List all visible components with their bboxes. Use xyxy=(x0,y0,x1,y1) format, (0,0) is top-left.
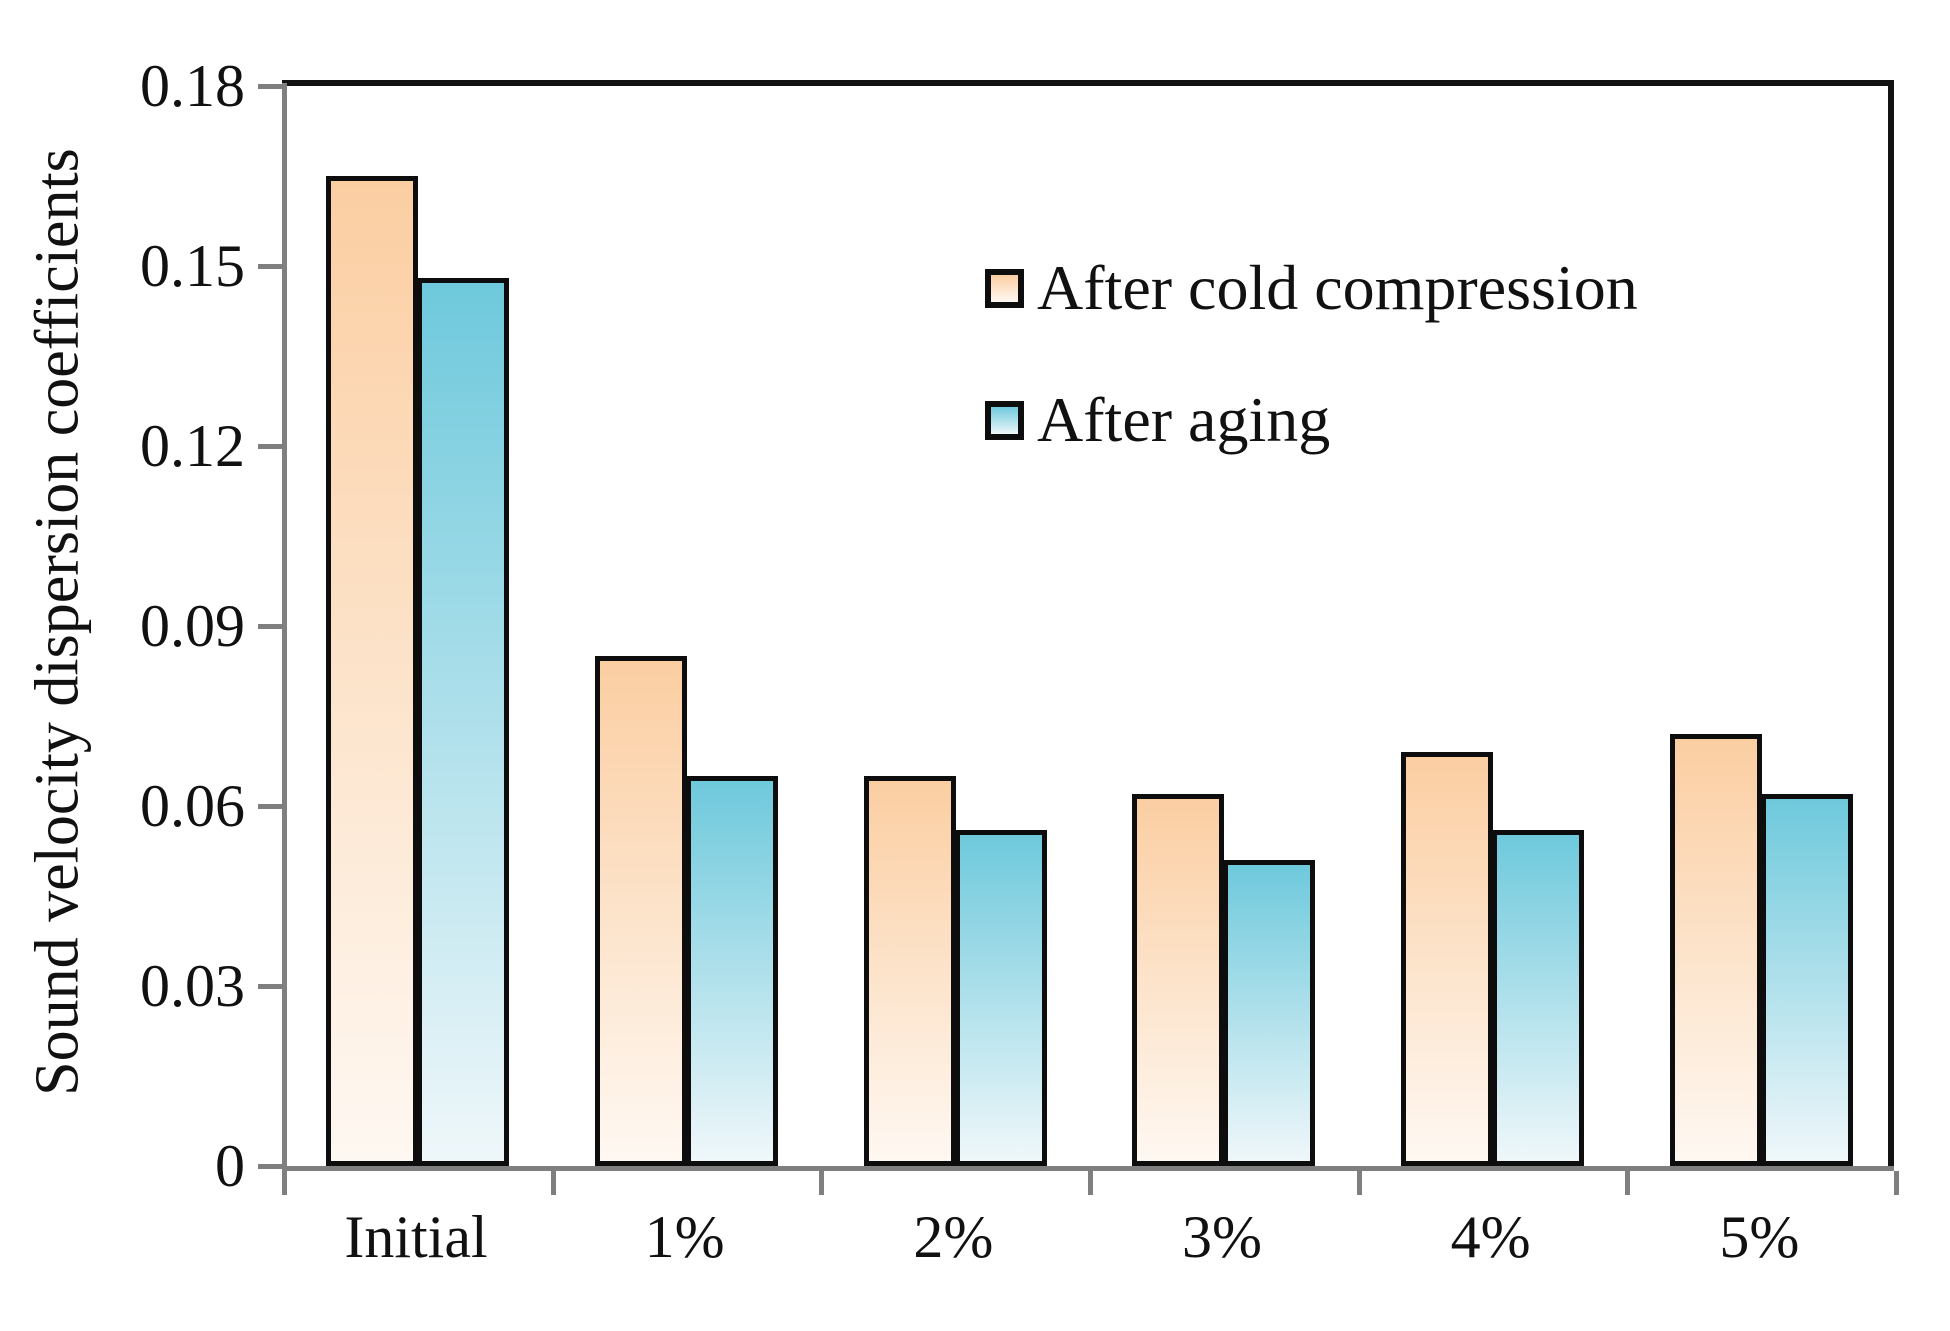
bar-cold-compression-4pct xyxy=(1401,752,1493,1166)
bar-after-aging-5pct xyxy=(1760,794,1853,1166)
plot-border-right xyxy=(1888,80,1894,1171)
legend-entry-after-aging: After aging xyxy=(985,380,1638,460)
y-tick-label: 0.12 xyxy=(140,413,245,479)
x-tick-mark xyxy=(1625,1171,1631,1195)
y-tick-label: 0.03 xyxy=(140,953,245,1019)
bar-cold-compression-2pct xyxy=(863,776,956,1166)
x-tick-mark xyxy=(550,1171,556,1195)
y-tick-mark xyxy=(258,1164,282,1169)
bar-after-aging-initial xyxy=(417,278,510,1166)
legend-swatch-after-aging-icon xyxy=(985,400,1024,440)
bar-cold-compression-1pct xyxy=(595,656,687,1166)
y-tick-mark xyxy=(258,84,282,89)
x-category-label: Initial xyxy=(344,1204,488,1270)
x-tick-mark xyxy=(819,1171,825,1195)
legend: After cold compression After aging xyxy=(985,248,1638,512)
y-tick-mark xyxy=(258,624,282,629)
y-tick-mark xyxy=(258,264,282,269)
x-category-label: 2% xyxy=(913,1204,994,1270)
y-tick-mark xyxy=(258,804,282,809)
y-tick-label: 0.09 xyxy=(140,593,245,659)
bar-after-aging-3pct xyxy=(1223,860,1316,1166)
x-tick-mark xyxy=(1088,1171,1093,1195)
bar-after-aging-2pct xyxy=(954,830,1047,1166)
bar-cold-compression-initial xyxy=(326,176,419,1166)
x-tick-mark xyxy=(1356,1171,1362,1195)
y-tick-label: 0.15 xyxy=(140,233,245,299)
x-category-label: 1% xyxy=(644,1204,725,1270)
x-category-label: 5% xyxy=(1719,1204,1800,1270)
legend-label-cold-compression: After cold compression xyxy=(1037,252,1638,323)
bar-after-aging-4pct xyxy=(1492,830,1584,1166)
y-tick-mark xyxy=(258,444,282,449)
x-category-label: 4% xyxy=(1450,1204,1531,1270)
y-tick-label: 0 xyxy=(215,1133,245,1199)
bar-after-aging-1pct xyxy=(686,776,778,1166)
y-tick-label: 0.06 xyxy=(140,773,245,839)
x-category-label: 3% xyxy=(1182,1204,1262,1270)
y-tick-label: 0.18 xyxy=(140,53,245,119)
bar-cold-compression-3pct xyxy=(1132,794,1225,1166)
legend-label-after-aging: After aging xyxy=(1037,384,1331,455)
x-axis-line xyxy=(282,1166,1894,1171)
y-axis-line xyxy=(282,83,287,1171)
plot-border-top xyxy=(282,80,1894,86)
y-tick-mark xyxy=(258,984,282,989)
legend-swatch-cold-compression-icon xyxy=(985,268,1024,308)
x-tick-mark xyxy=(1894,1171,1899,1195)
x-tick-mark xyxy=(282,1171,287,1195)
legend-entry-cold-compression: After cold compression xyxy=(985,248,1638,328)
bar-cold-compression-5pct xyxy=(1669,734,1762,1166)
